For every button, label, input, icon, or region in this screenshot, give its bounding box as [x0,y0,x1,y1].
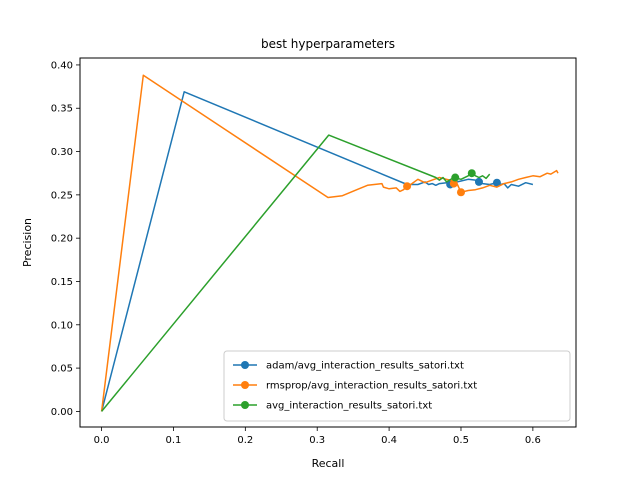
y-tick-label: 0.15 [51,277,73,288]
x-tick-label: 0.3 [309,435,325,446]
x-tick-label: 0.0 [94,435,110,446]
axes-frame [79,57,577,428]
x-tick-label: 0.4 [381,435,397,446]
legend-swatch-marker [241,361,249,369]
legend-label: adam/avg_interaction_results_satori.txt [266,361,464,372]
series-marker-1 [474,177,483,186]
x-axis-label: Recall [312,457,345,470]
y-tick-label: 0.40 [51,60,73,71]
series-marker-1 [492,178,501,187]
x-tick-label: 0.1 [165,435,181,446]
y-tick-label: 0.10 [51,320,73,331]
legend: adam/avg_interaction_results_satori.txtr… [223,350,571,422]
y-tick-label: 0.25 [51,190,73,201]
y-tick-label: 0.35 [51,104,73,115]
x-tick-label: 0.6 [525,435,541,446]
x-tick-label: 0.5 [453,435,469,446]
legend-swatch-marker [241,401,249,409]
y-axis-label: Precision [21,218,34,267]
series-marker-2 [403,182,412,191]
legend-box [223,350,571,422]
legend-label: avg_interaction_results_satori.txt [266,401,432,412]
x-axis: 0.0 0.1 0.2 0.3 0.4 0.5 0.6 [94,427,541,446]
y-tick-label: 0.00 [51,407,73,418]
legend-label: rmsprop/avg_interaction_results_satori.t… [266,381,477,392]
series-marker-3 [467,169,476,178]
chart-title: best hyperparameters [261,37,395,51]
series-marker-3 [451,173,460,182]
x-tick-label: 0.2 [237,435,253,446]
series-line-2 [100,74,559,412]
series-line-3 [101,134,491,412]
series-marker-2 [449,179,458,188]
plot-area [100,74,559,412]
legend-swatch-marker [241,381,249,389]
series-marker-2 [456,188,465,197]
y-axis: 0.00 0.05 0.10 0.15 0.20 0.25 0.30 0.35 0.40 [51,60,80,418]
y-tick-label: 0.20 [51,234,73,245]
y-tick-label: 0.05 [51,364,73,375]
y-tick-label: 0.30 [51,147,73,158]
